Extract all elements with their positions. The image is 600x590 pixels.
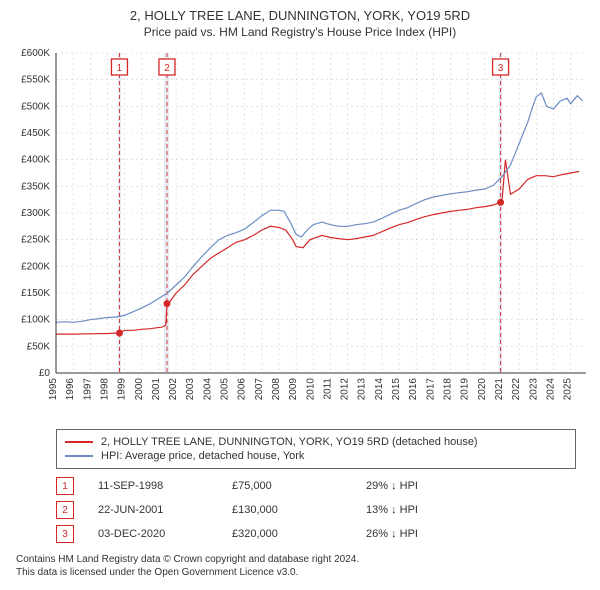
svg-text:£550K: £550K	[21, 75, 50, 86]
legend-row: HPI: Average price, detached house, York	[65, 450, 567, 462]
svg-text:2017: 2017	[425, 378, 436, 401]
svg-text:1: 1	[117, 63, 123, 74]
event-delta: 26% ↓ HPI	[366, 528, 506, 540]
disclaimer-line: This data is licensed under the Open Gov…	[16, 566, 592, 579]
disclaimer: Contains HM Land Registry data © Crown c…	[16, 553, 592, 579]
event-badge: 1	[56, 477, 74, 495]
svg-text:2014: 2014	[374, 378, 385, 401]
svg-text:£500K: £500K	[21, 101, 50, 112]
svg-text:£200K: £200K	[21, 261, 50, 272]
event-row: 2 22-JUN-2001 £130,000 13% ↓ HPI	[56, 501, 576, 519]
svg-text:2002: 2002	[168, 378, 179, 401]
event-badge: 2	[56, 501, 74, 519]
legend-row: 2, HOLLY TREE LANE, DUNNINGTON, YORK, YO…	[65, 436, 567, 448]
svg-text:2013: 2013	[357, 378, 368, 401]
chart-area: £0 £50K £100K £150K £200K £250K £300K £350K £400…	[8, 43, 592, 423]
chart-titles: 2, HOLLY TREE LANE, DUNNINGTON, YORK, YO…	[8, 8, 592, 39]
svg-text:£400K: £400K	[21, 155, 50, 166]
svg-text:£250K: £250K	[21, 235, 50, 246]
legend-label: 2, HOLLY TREE LANE, DUNNINGTON, YORK, YO…	[101, 436, 478, 448]
svg-text:£600K: £600K	[21, 48, 50, 59]
events-table: 1 11-SEP-1998 £75,000 29% ↓ HPI 2 22-JUN…	[56, 477, 576, 543]
event-date: 11-SEP-1998	[98, 480, 208, 492]
svg-text:2012: 2012	[340, 378, 351, 401]
legend-swatch-hpi	[65, 455, 93, 457]
svg-text:£300K: £300K	[21, 208, 50, 219]
svg-text:2018: 2018	[442, 378, 453, 401]
svg-text:2016: 2016	[408, 378, 419, 401]
svg-text:2009: 2009	[288, 378, 299, 401]
svg-text:1999: 1999	[117, 378, 128, 401]
svg-text:£450K: £450K	[21, 128, 50, 139]
svg-text:2005: 2005	[220, 378, 231, 401]
svg-text:1998: 1998	[99, 378, 110, 401]
svg-text:£100K: £100K	[21, 315, 50, 326]
legend: 2, HOLLY TREE LANE, DUNNINGTON, YORK, YO…	[56, 429, 576, 469]
event-price: £130,000	[232, 504, 342, 516]
svg-text:2019: 2019	[460, 378, 471, 401]
line-chart: £0 £50K £100K £150K £200K £250K £300K £350K £400…	[8, 43, 592, 423]
svg-text:£350K: £350K	[21, 181, 50, 192]
chart-subtitle: Price paid vs. HM Land Registry's House …	[8, 25, 592, 39]
svg-text:2023: 2023	[528, 378, 539, 401]
legend-label: HPI: Average price, detached house, York	[101, 450, 304, 462]
legend-swatch-price-paid	[65, 441, 93, 443]
svg-text:£0: £0	[39, 368, 51, 379]
svg-text:1995: 1995	[48, 378, 59, 401]
svg-text:2024: 2024	[545, 378, 556, 401]
svg-text:2008: 2008	[271, 378, 282, 401]
svg-text:£50K: £50K	[27, 341, 51, 352]
svg-text:2000: 2000	[134, 378, 145, 401]
event-badge: 3	[56, 525, 74, 543]
svg-text:2021: 2021	[494, 378, 505, 401]
svg-text:2022: 2022	[511, 378, 522, 401]
svg-text:2001: 2001	[151, 378, 162, 401]
svg-text:2020: 2020	[477, 378, 488, 401]
svg-text:3: 3	[498, 63, 504, 74]
event-price: £320,000	[232, 528, 342, 540]
svg-text:£150K: £150K	[21, 288, 50, 299]
svg-text:2015: 2015	[391, 378, 402, 401]
svg-text:2011: 2011	[322, 378, 333, 400]
svg-text:2004: 2004	[202, 378, 213, 401]
svg-text:2007: 2007	[254, 378, 265, 401]
event-row: 3 03-DEC-2020 £320,000 26% ↓ HPI	[56, 525, 576, 543]
svg-text:2003: 2003	[185, 378, 196, 401]
svg-text:1997: 1997	[82, 378, 93, 401]
svg-text:2010: 2010	[305, 378, 316, 401]
event-price: £75,000	[232, 480, 342, 492]
event-date: 22-JUN-2001	[98, 504, 208, 516]
event-row: 1 11-SEP-1998 £75,000 29% ↓ HPI	[56, 477, 576, 495]
svg-text:2006: 2006	[237, 378, 248, 401]
svg-text:2025: 2025	[563, 378, 574, 401]
svg-text:1996: 1996	[65, 378, 76, 401]
svg-text:2: 2	[164, 63, 170, 74]
disclaimer-line: Contains HM Land Registry data © Crown c…	[16, 553, 592, 566]
event-date: 03-DEC-2020	[98, 528, 208, 540]
event-delta: 13% ↓ HPI	[366, 504, 506, 516]
chart-title: 2, HOLLY TREE LANE, DUNNINGTON, YORK, YO…	[8, 8, 592, 23]
event-delta: 29% ↓ HPI	[366, 480, 506, 492]
